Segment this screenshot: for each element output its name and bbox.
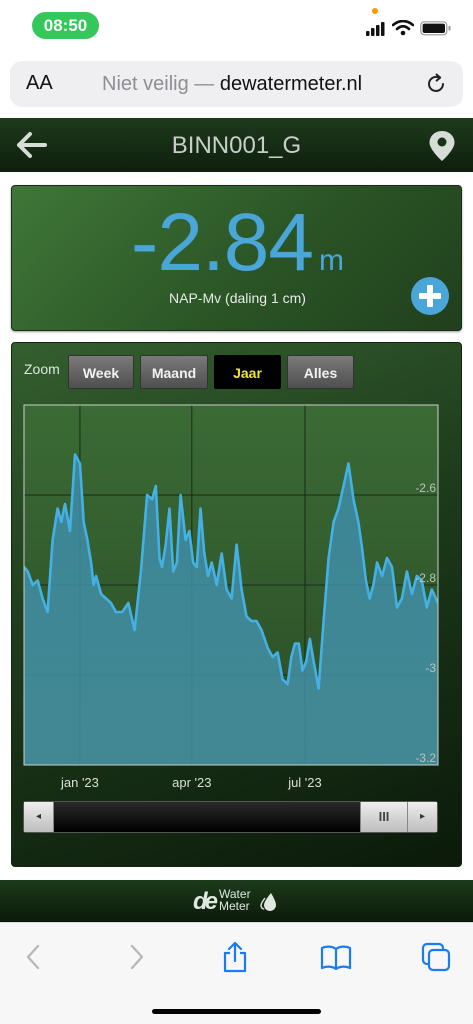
status-time: 08:50	[32, 12, 99, 39]
privacy-indicator-dot	[372, 8, 378, 14]
reading-number: -2.84	[131, 197, 314, 288]
scroll-left-button[interactable]: ◂	[24, 802, 54, 832]
chart-card: Zoom Week Maand Jaar Alles -2.6 -2.8 -3 -3.…	[11, 342, 462, 867]
watermeter-logo: de Water Meter	[190, 886, 290, 918]
x-tick-label: jan '23	[60, 775, 99, 790]
series-line	[24, 453, 438, 690]
url-security-label: Niet veilig —	[102, 73, 215, 95]
text-size-button[interactable]: AA	[26, 72, 53, 95]
app-header: BINN001_G	[0, 118, 473, 172]
share-icon[interactable]	[219, 941, 251, 973]
zoom-month-button[interactable]: Maand	[140, 355, 208, 389]
tabs-icon[interactable]	[420, 941, 452, 973]
zoom-label: Zoom	[24, 361, 60, 377]
page-title: BINN001_G	[171, 132, 302, 159]
current-reading-card: -2.84 m NAP-Mv (daling 1 cm)	[11, 185, 462, 331]
url-field[interactable]: Niet veilig — dewatermeter.nl	[102, 73, 362, 96]
browser-toolbar	[0, 922, 473, 1024]
location-pin-icon[interactable]	[428, 130, 456, 162]
x-tick-label: apr '23	[172, 775, 211, 790]
water-level-chart: -2.6 -2.8 -3 -3.2 jan '23 apr '23 jul '23	[23, 404, 439, 790]
logo-text: Water Meter	[219, 888, 251, 912]
reload-icon[interactable]	[424, 72, 448, 96]
battery-icon	[420, 21, 451, 36]
text-size-label: AA	[26, 72, 53, 94]
water-drop-icon	[260, 893, 276, 911]
y-tick-label: -3.2	[415, 751, 436, 765]
y-tick-label: -2.8	[415, 571, 436, 585]
logo-line-1: Water	[219, 887, 251, 901]
plot-border	[23, 404, 439, 766]
zoom-all-button[interactable]: Alles	[287, 355, 354, 389]
back-arrow-icon[interactable]	[16, 130, 48, 160]
reading-subtitle: NAP-Mv (daling 1 cm)	[169, 290, 306, 306]
home-indicator	[152, 1009, 321, 1014]
reading-unit: m	[318, 244, 344, 277]
zoom-week-button[interactable]: Week	[68, 355, 134, 389]
add-button[interactable]	[411, 277, 449, 315]
cellular-signal-icon	[366, 22, 385, 36]
logo-mark: de	[193, 888, 218, 915]
y-tick-label: -2.6	[415, 481, 436, 495]
status-bar: 08:50	[0, 0, 473, 54]
app-footer: de Water Meter	[0, 880, 473, 922]
scroll-thumb[interactable]: III	[360, 802, 408, 832]
wifi-icon	[392, 20, 414, 36]
browser-back-icon[interactable]	[18, 941, 50, 973]
browser-forward-icon[interactable]	[120, 941, 152, 973]
scroll-right-button[interactable]: ▸	[408, 802, 437, 832]
logo-line-2: Meter	[219, 899, 250, 913]
series-area	[24, 454, 438, 765]
url-domain: dewatermeter.nl	[219, 73, 363, 95]
bookmarks-icon[interactable]	[320, 941, 352, 973]
x-tick-label: jul '23	[287, 775, 322, 790]
y-tick-label: -3	[425, 661, 436, 675]
address-bar[interactable]: AA Niet veilig — dewatermeter.nl	[10, 61, 463, 107]
zoom-year-button[interactable]: Jaar	[214, 355, 281, 389]
reading-value: -2.84 m	[12, 196, 463, 290]
chart-scrollbar[interactable]: ◂ III ▸	[23, 801, 438, 833]
